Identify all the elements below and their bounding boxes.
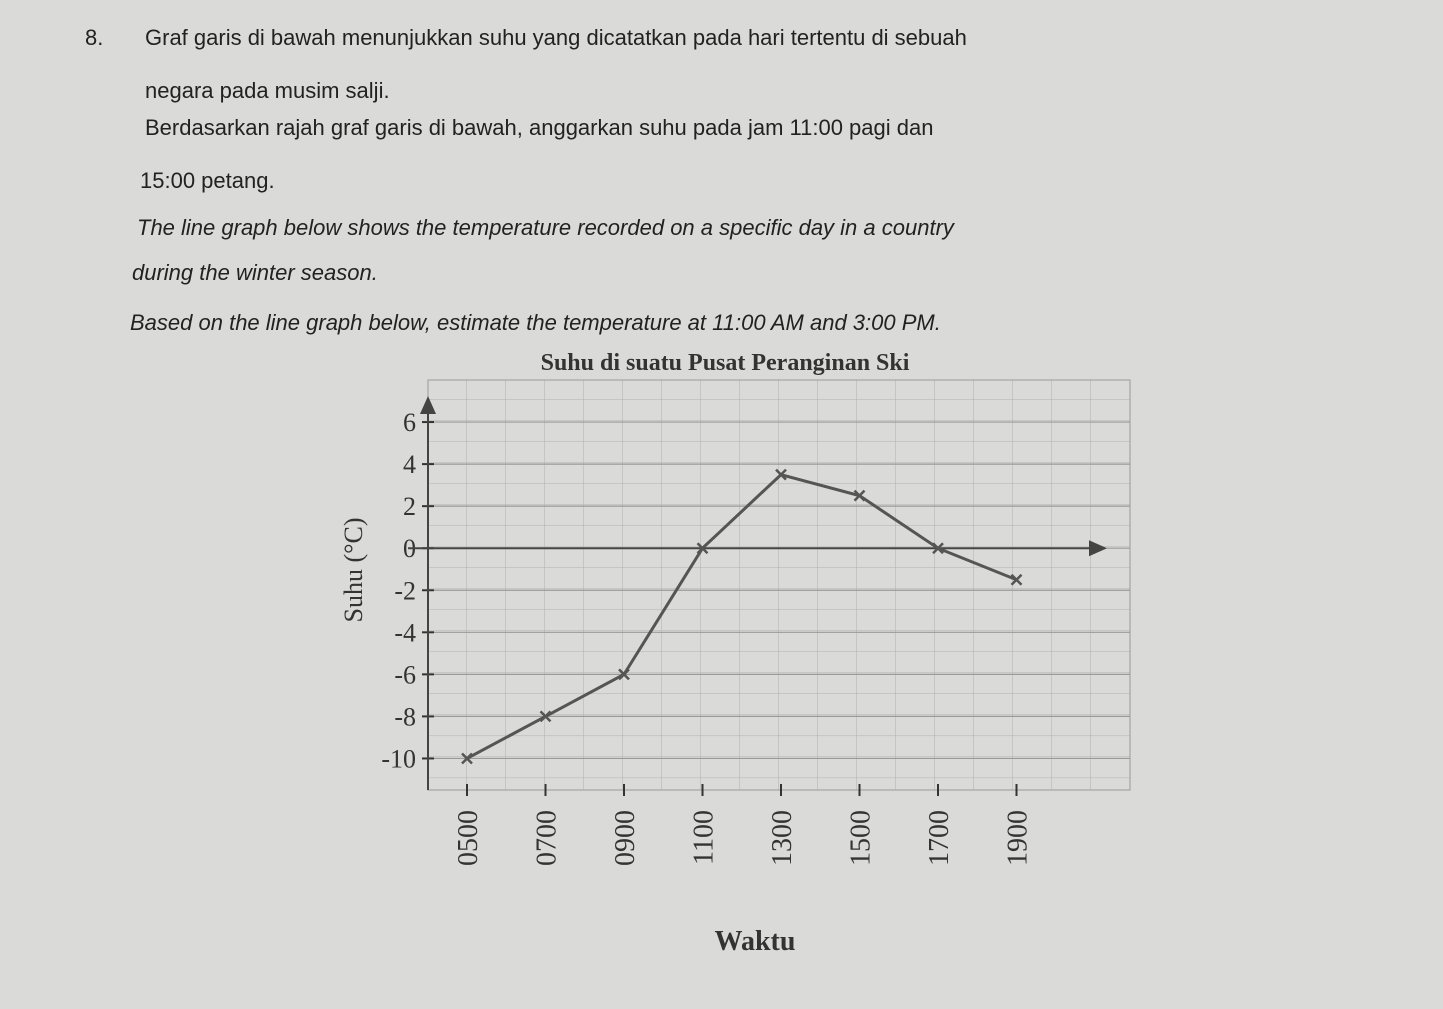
- point-marker: [775, 468, 787, 481]
- x-tick-label: 1300: [767, 810, 798, 866]
- x-tick-label: 1700: [924, 810, 955, 866]
- y-tick-label: -2: [394, 576, 416, 605]
- y-tick-label: 4: [403, 450, 416, 479]
- x-tick-label: 0900: [610, 810, 641, 866]
- question-text: negara pada musim salji.: [145, 78, 390, 103]
- question-text: Graf garis di bawah menunjukkan suhu yan…: [145, 25, 967, 50]
- x-tick-label: 1100: [689, 810, 720, 865]
- y-axis-title: Suhu (°C): [339, 517, 368, 622]
- point-marker: [1010, 573, 1023, 586]
- point-marker: [618, 668, 630, 681]
- y-tick-label: -4: [394, 618, 416, 647]
- point-marker: [853, 489, 866, 502]
- y-tick-label: -8: [394, 702, 416, 731]
- point-marker: [696, 542, 709, 555]
- question-text-english: Based on the line graph below, estimate …: [130, 310, 941, 335]
- y-tick-label: 6: [403, 408, 416, 437]
- question-text-english: during the winter season.: [132, 260, 378, 285]
- question-text: Berdasarkan rajah graf garis di bawah, a…: [145, 115, 933, 140]
- question-text: 15:00 petang.: [140, 168, 275, 193]
- y-tick-label: -10: [381, 744, 416, 773]
- chart-title: Suhu di suatu Pusat Peranginan Ski: [541, 350, 910, 376]
- point-marker: [461, 752, 473, 765]
- x-axis-title: Waktu: [715, 926, 796, 957]
- y-tick-label: -6: [394, 660, 416, 689]
- x-tick-label: 0500: [453, 810, 484, 866]
- question-text-english: The line graph below shows the temperatu…: [137, 215, 956, 240]
- x-tick-label: 1900: [1003, 810, 1034, 866]
- y-tick-label: 2: [403, 492, 416, 521]
- point-marker: [539, 710, 552, 723]
- plot-grid: [427, 379, 1131, 791]
- x-tick-label: 0700: [532, 810, 563, 866]
- question-number: 8.: [85, 25, 103, 50]
- x-tick-label: 1500: [846, 810, 877, 866]
- data-line: [466, 472, 1018, 760]
- point-marker: [932, 542, 944, 555]
